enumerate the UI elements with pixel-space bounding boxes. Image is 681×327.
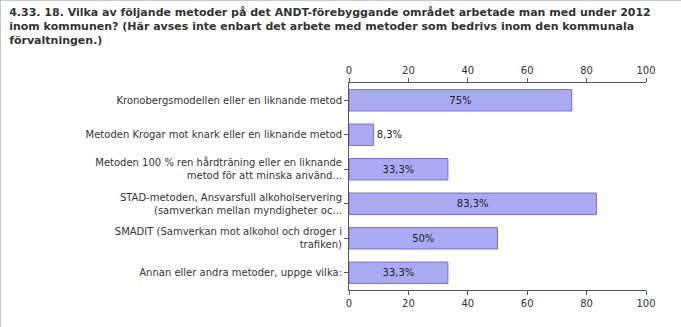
svg-text:0: 0 — [346, 65, 352, 76]
svg-text:SMADIT (Samverkan mot alkohol: SMADIT (Samverkan mot alkohol och droger… — [115, 226, 342, 250]
svg-text:20: 20 — [402, 65, 415, 76]
svg-text:4.33. 18. Vilka av följande me: 4.33. 18. Vilka av följande metoder på d… — [9, 6, 651, 48]
svg-text:Metoden 100 % ren hårdträning: Metoden 100 % ren hårdträning eller en l… — [95, 156, 342, 181]
svg-text:Annan eller andra metoder, upp: Annan eller andra metoder, uppge vilka: — [139, 267, 342, 278]
svg-text:33,3%: 33,3% — [383, 267, 415, 278]
svg-text:80: 80 — [580, 298, 593, 309]
svg-text:33,3%: 33,3% — [383, 164, 415, 175]
svg-text:60: 60 — [521, 298, 534, 309]
svg-text:80: 80 — [580, 65, 593, 76]
svg-text:100: 100 — [636, 65, 655, 76]
svg-text:40: 40 — [461, 65, 474, 76]
svg-text:75%: 75% — [449, 95, 471, 106]
svg-text:Kronobergsmodellen eller en li: Kronobergsmodellen eller en liknande met… — [116, 95, 342, 106]
svg-text:50%: 50% — [412, 233, 434, 244]
svg-text:60: 60 — [521, 65, 534, 76]
svg-text:0: 0 — [346, 298, 352, 309]
svg-text:STAD-metoden, Ansvarsfull alko: STAD-metoden, Ansvarsfull alkoholserveri… — [120, 192, 342, 216]
svg-text:Metoden Krogar mot knark eller: Metoden Krogar mot knark eller en liknan… — [86, 129, 342, 140]
svg-text:8,3%: 8,3% — [377, 129, 402, 140]
svg-text:83,3%: 83,3% — [457, 198, 489, 209]
svg-text:20: 20 — [402, 298, 415, 309]
svg-text:100: 100 — [636, 298, 655, 309]
svg-text:40: 40 — [461, 298, 474, 309]
